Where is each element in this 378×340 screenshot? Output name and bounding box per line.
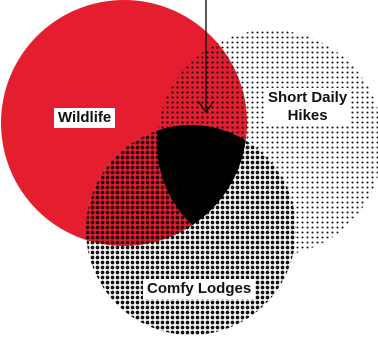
short-daily-hikes-label-line-1: Short Daily <box>268 89 348 106</box>
wildlife-label: Wildlife <box>54 108 116 128</box>
comfy-lodges-label: Comfy Lodges <box>143 279 256 299</box>
short-daily-hikes-label-line-2: Hikes <box>287 107 328 124</box>
short-daily-hikes-label: Short Daily Hikes <box>264 88 352 126</box>
pointer-arrow <box>197 0 215 114</box>
